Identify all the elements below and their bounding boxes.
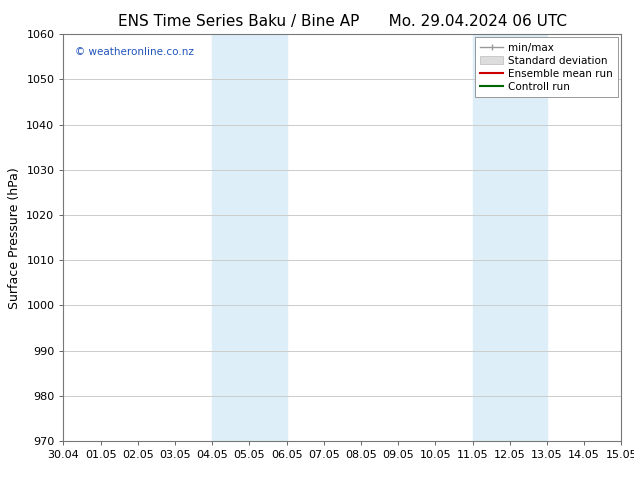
Text: © weatheronline.co.nz: © weatheronline.co.nz	[75, 47, 193, 56]
Bar	[472, 34, 547, 441]
Legend: min/max, Standard deviation, Ensemble mean run, Controll run: min/max, Standard deviation, Ensemble me…	[475, 37, 618, 97]
Bar	[212, 34, 287, 441]
Y-axis label: Surface Pressure (hPa): Surface Pressure (hPa)	[8, 167, 21, 309]
Title: ENS Time Series Baku / Bine AP      Mo. 29.04.2024 06 UTC: ENS Time Series Baku / Bine AP Mo. 29.04…	[118, 14, 567, 29]
